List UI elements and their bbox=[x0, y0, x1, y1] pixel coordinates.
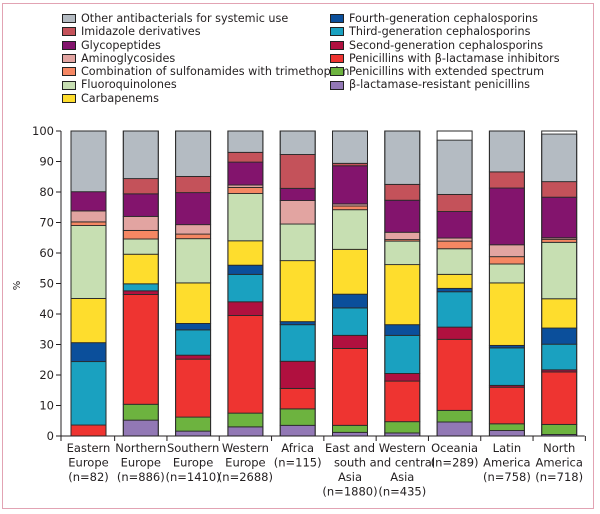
legend-item-fourth-gen-cephalosporins: Fourth-generation cephalosporins bbox=[330, 12, 560, 25]
legend-item-aminoglycosides: Aminoglycosides bbox=[62, 52, 349, 65]
legend-label: Fluoroquinolones bbox=[81, 78, 177, 92]
legend-swatch bbox=[62, 54, 76, 64]
legend-label: Carbapenems bbox=[81, 91, 159, 105]
legend-label: Imidazole derivatives bbox=[81, 25, 201, 39]
legend-item-glycopeptides: Glycopeptides bbox=[62, 39, 349, 52]
legend-swatch bbox=[62, 40, 76, 50]
legend-item-fluoroquinolones: Fluoroquinolones bbox=[62, 78, 349, 91]
legend-item-carbapenems: Carbapenems bbox=[62, 92, 349, 105]
legend-left: Other antibacterials for systemic use Im… bbox=[62, 12, 349, 105]
legend-swatch bbox=[62, 93, 76, 103]
legend-item-second-gen-cephalosporins: Second-generation cephalosporins bbox=[330, 39, 560, 52]
legend-label: Penicillins with extended spectrum bbox=[349, 65, 545, 79]
legend-swatch bbox=[62, 27, 76, 37]
legend-swatch bbox=[330, 67, 344, 77]
legend-swatch bbox=[330, 14, 344, 24]
legend-swatch bbox=[62, 80, 76, 90]
legend-label: Combination of sulfonamides with trimeth… bbox=[81, 65, 350, 79]
legend-item-penicillins-extended: Penicillins with extended spectrum bbox=[330, 65, 560, 78]
legend-swatch bbox=[62, 14, 76, 24]
legend-label: Penicillins with β-lactamase inhibitors bbox=[349, 51, 560, 65]
legend-right: Fourth-generation cephalosporins Third-g… bbox=[330, 12, 560, 92]
legend-label: β-lactamase-resistant penicillins bbox=[349, 78, 530, 92]
legend-swatch bbox=[330, 80, 344, 90]
legend-swatch bbox=[330, 27, 344, 37]
legend-label: Fourth-generation cephalosporins bbox=[349, 12, 538, 25]
figure-frame bbox=[2, 3, 594, 509]
legend-item-imidazole-derivatives: Imidazole derivatives bbox=[62, 25, 349, 38]
legend-item-other-antibacterials: Other antibacterials for systemic use bbox=[62, 12, 349, 25]
legend-item-third-gen-cephalosporins: Third-generation cephalosporins bbox=[330, 25, 560, 38]
legend-label: Glycopeptides bbox=[81, 38, 161, 52]
legend-item-sulfonamides-trimethoprim: Combination of sulfonamides with trimeth… bbox=[62, 65, 349, 78]
legend-label: Aminoglycosides bbox=[81, 51, 176, 65]
legend-label: Second-generation cephalosporins bbox=[349, 38, 544, 52]
legend-swatch bbox=[330, 40, 344, 50]
legend-label: Other antibacterials for systemic use bbox=[81, 12, 289, 25]
legend-item-bl-resistant-penicillins: β-lactamase-resistant penicillins bbox=[330, 78, 560, 91]
legend-item-penicillins-bl-inhibitors: Penicillins with β-lactamase inhibitors bbox=[330, 52, 560, 65]
legend-label: Third-generation cephalosporins bbox=[349, 25, 531, 39]
legend-swatch bbox=[62, 67, 76, 77]
legend-swatch bbox=[330, 54, 344, 64]
